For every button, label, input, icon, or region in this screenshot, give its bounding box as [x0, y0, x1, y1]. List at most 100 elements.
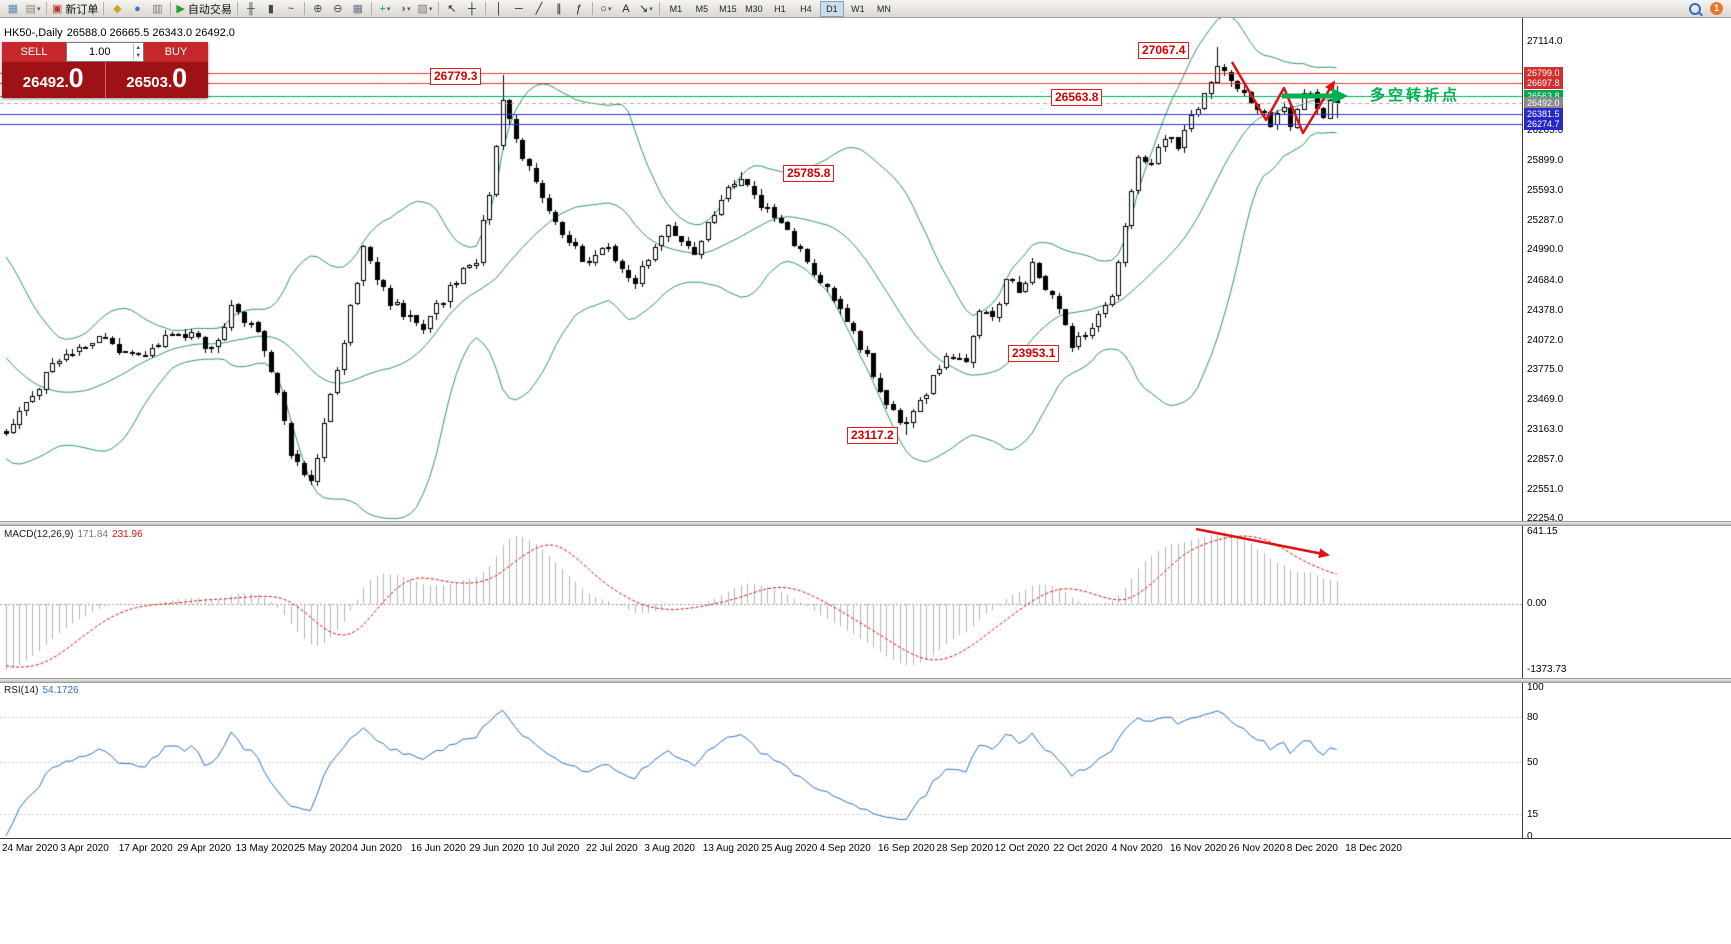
time-axis-label: 26 Nov 2020	[1228, 843, 1286, 854]
price-callout-25785.8[interactable]: 25785.8	[783, 165, 835, 182]
price-callout-27067.4[interactable]: 27067.4	[1138, 42, 1190, 59]
toolbar-separator	[103, 2, 105, 15]
indicators-icon[interactable]: + ▾	[379, 2, 391, 15]
buy-price-main: 26503.	[126, 74, 173, 91]
price-chart-canvas[interactable]	[0, 18, 1522, 838]
buy-price[interactable]: 26503. 0	[104, 62, 209, 98]
price-axis-label: 26205.0	[1527, 125, 1564, 137]
volume-stepper[interactable]: ▲ ▼	[132, 44, 143, 60]
price-callout-23117.2[interactable]: 23117.2	[847, 427, 898, 444]
macd-axis-label: 641.15	[1527, 526, 1558, 537]
price-callout-23953.1[interactable]: 23953.1	[1008, 345, 1060, 362]
arrows-icon[interactable]: ↘ ▾	[639, 2, 653, 15]
bar-chart-icon[interactable]: ╫	[246, 2, 255, 15]
buy-button[interactable]: BUY	[144, 42, 208, 62]
crosshair-icon[interactable]: ┼	[467, 2, 476, 15]
price-axis-label: 23469.0	[1527, 393, 1564, 405]
magnifier-glyph	[1689, 2, 1701, 15]
price-axis-label: 22551.0	[1527, 483, 1564, 495]
time-axis-label: 16 Nov 2020	[1170, 843, 1227, 854]
time-axis-label: 4 Nov 2020	[1111, 843, 1163, 854]
line-chart-icon[interactable]: ~	[287, 2, 295, 15]
rsi-axis-label: 15	[1527, 808, 1539, 820]
chart-title: HK50-,Daily 26588.0 26665.5 26343.0 26492…	[4, 27, 239, 39]
zoom-out-icon[interactable]: ⊖	[333, 2, 343, 15]
volume-input[interactable]	[67, 46, 133, 58]
templates-icon[interactable]: ▨ ▾	[417, 2, 433, 15]
rsi-value: 54.1726	[42, 685, 79, 696]
sell-price-main: 26492.	[22, 74, 69, 91]
sell-button[interactable]: SELL	[2, 42, 66, 62]
toolbar-separator	[591, 2, 593, 15]
timeframe-m15-button[interactable]: M15	[719, 3, 737, 14]
price-axis-label: 25899.0	[1527, 155, 1564, 167]
time-axis-label: 25 Aug 2020	[761, 843, 818, 854]
sell-price[interactable]: 26492. 0	[2, 62, 105, 98]
price-tag-26274.7: 26274.7	[1524, 118, 1563, 131]
search-icon[interactable]	[1685, 1, 1705, 17]
one-click-trading-panel: SELL ▲ ▼ BUY 26492.0 26503.0	[2, 42, 208, 98]
toolbar-separator	[170, 2, 172, 15]
cursor-icon[interactable]: ↖	[447, 2, 457, 15]
profiles-icon[interactable]: ▤ ▾	[25, 2, 41, 15]
trendline-icon[interactable]: ╱	[535, 2, 543, 15]
rsi-indicator-label: RSI(14) 54.1726	[4, 685, 79, 696]
timeframe-mn-button[interactable]: MN	[876, 3, 891, 14]
rsi-axis-label: 50	[1527, 756, 1539, 768]
candlestick-chart-icon[interactable]: ▮	[267, 2, 274, 15]
price-callout-26779.3[interactable]: 26779.3	[430, 68, 482, 85]
toolbar-separator	[303, 2, 305, 15]
timeframe-d1-button[interactable]: D1	[819, 0, 844, 17]
volume-up-icon[interactable]: ▲	[135, 45, 142, 51]
rsi-name: RSI(14)	[4, 685, 39, 696]
tile-windows-icon[interactable]: ▦	[352, 2, 364, 15]
timeframe-m30-button[interactable]: M30	[745, 3, 763, 14]
new-order-button[interactable]: ▣ 新订单	[52, 2, 99, 16]
autotrading-button[interactable]: ▶ 自动交易	[176, 2, 232, 16]
time-axis-label: 25 May 2020	[294, 843, 352, 854]
toolbar-left: ▦ ▤ ▾ ▣ 新订单 ◆ ● ▥ ▶ 自动交易 ╫ ▮ ~ ⊕ ⊖ ▦ + ▾ ◑ ▾ ▨ ▾ ↖ ┼ │ ─ ╱ ∥ ƒ ○ ▾ A ↘ ▾ M…	[3, 0, 897, 17]
metaeditor-icon[interactable]: ◆	[113, 2, 122, 15]
price-axis-label: 23163.0	[1527, 423, 1564, 435]
price-axis-label: 24990.0	[1527, 244, 1564, 256]
timeframe-w1-button[interactable]: W1	[851, 3, 865, 14]
price-axis-label: 25287.0	[1527, 215, 1564, 227]
time-axis-label: 17 Apr 2020	[118, 843, 173, 854]
shapes-icon[interactable]: ○ ▾	[600, 2, 612, 15]
fibonacci-icon[interactable]: ƒ	[575, 2, 582, 15]
time-axis-label: 22 Jul 2020	[586, 843, 638, 854]
data-window-icon[interactable]: ▥	[152, 2, 163, 15]
timeframe-m1-button[interactable]: M1	[669, 3, 683, 14]
volume-down-icon[interactable]: ▼	[135, 53, 142, 59]
toolbar-separator	[484, 2, 486, 15]
price-tag-26381.5: 26381.5	[1524, 107, 1563, 120]
horizontal-line-icon[interactable]: ─	[514, 2, 523, 15]
market-watch-icon[interactable]: ●	[134, 2, 141, 15]
price-axis-label: 22857.0	[1527, 453, 1564, 465]
toolbar-separator	[46, 2, 47, 15]
macd-axis-label: -1373.73	[1527, 664, 1567, 675]
timeframe-h4-button[interactable]: H4	[800, 3, 812, 14]
price-axis-label: 24072.0	[1527, 334, 1564, 346]
price-callout-26563.8[interactable]: 26563.8	[1051, 89, 1103, 106]
notification-badge[interactable]: 1	[1710, 2, 1723, 15]
time-axis[interactable]: 24 Mar 2020 3 Apr 2020 17 Apr 2020 29 Apr 2…	[0, 838, 1731, 861]
price-axis[interactable]: 27114.0 26205.0 25899.0 25593.0 25287.0 24990…	[1522, 18, 1731, 842]
price-tag-26492.0: 26492.0	[1524, 97, 1563, 110]
toolbar-separator	[437, 2, 439, 15]
channel-icon[interactable]: ∥	[556, 2, 562, 15]
periods-icon[interactable]: ◑ ▾	[399, 2, 411, 15]
time-axis-label: 8 Dec 2020	[1286, 843, 1338, 854]
zoom-in-icon[interactable]: ⊕	[313, 2, 323, 15]
time-axis-label: 13 Aug 2020	[702, 843, 759, 854]
timeframe-m5-button[interactable]: M5	[695, 3, 709, 14]
vertical-line-icon[interactable]: │	[495, 2, 503, 15]
turning-point-annotation[interactable]: 多空转折点	[1370, 87, 1461, 104]
timeframe-h1-button[interactable]: H1	[774, 3, 786, 14]
rsi-pane-separator[interactable]	[0, 678, 1731, 683]
macd-axis-label: 0.00	[1527, 598, 1547, 610]
time-axis-label: 4 Jun 2020	[352, 843, 402, 854]
new-chart-icon[interactable]: ▦	[7, 2, 19, 15]
text-label-icon[interactable]: A	[622, 2, 630, 15]
macd-pane-separator[interactable]	[0, 521, 1731, 526]
